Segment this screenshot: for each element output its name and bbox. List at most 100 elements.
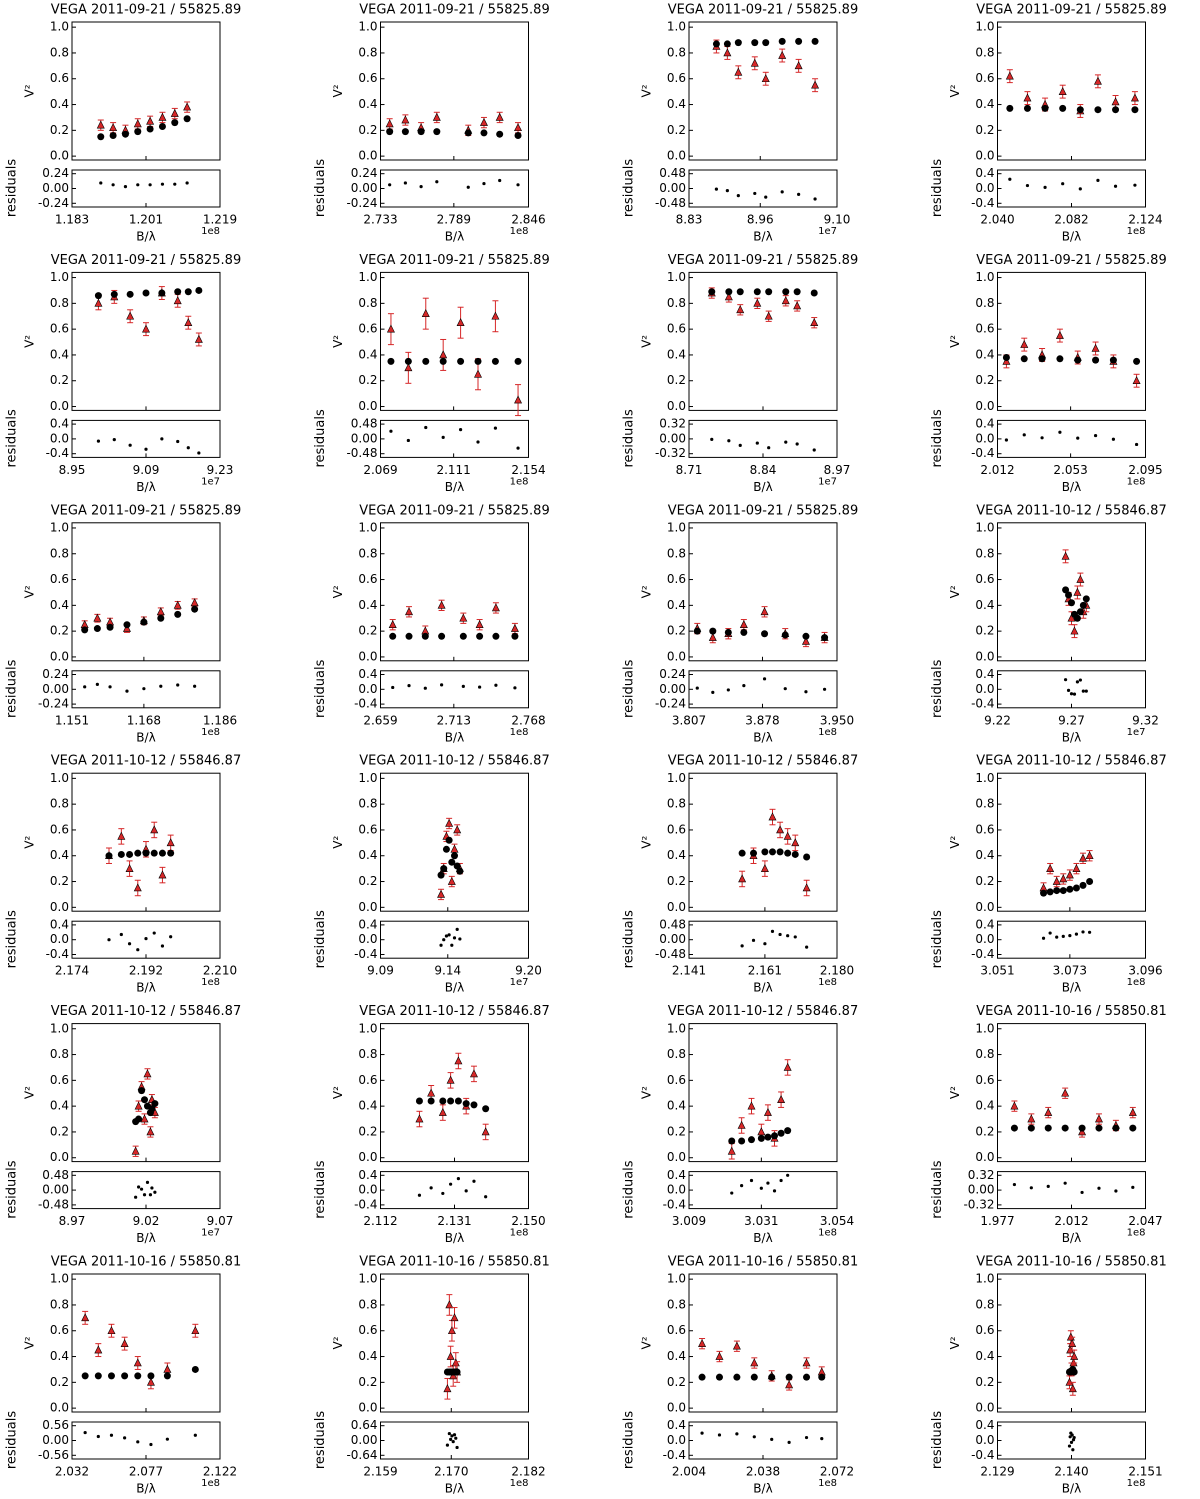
residual-point <box>440 683 444 687</box>
y-tick-label: 0.6 <box>975 1073 994 1087</box>
y-tick-label: 0.2 <box>358 123 377 137</box>
observed-point <box>143 1069 152 1078</box>
residual-point <box>389 429 393 433</box>
residual-point <box>1081 689 1085 693</box>
model-point <box>1040 889 1048 897</box>
residual-axis-label: residuals <box>313 910 328 969</box>
y-tick-label: 0.0 <box>667 900 686 914</box>
y-axis-label: V² <box>948 1086 962 1099</box>
residual-point <box>751 938 756 942</box>
x-offset: 1e7 <box>201 1228 220 1239</box>
residual-point <box>83 1430 87 1435</box>
panel-title: VEGA 2011-09-21 / 55825.89 <box>668 3 858 18</box>
model-point <box>440 865 448 873</box>
residual-point <box>150 1186 154 1190</box>
model-point <box>135 1115 143 1123</box>
model-point <box>163 1372 171 1380</box>
residual-point <box>1012 1182 1017 1187</box>
residual-point <box>419 185 423 189</box>
y-axis-label: V² <box>331 84 345 97</box>
observed-point <box>1091 343 1100 352</box>
residual-y-tick-label: -0.64 <box>346 1448 377 1462</box>
residual-y-tick-label: -0.32 <box>963 1197 994 1211</box>
model-point <box>1053 887 1061 895</box>
residual-point <box>83 685 87 689</box>
residual-axis-label: residuals <box>622 910 637 969</box>
residual-point <box>735 1432 739 1436</box>
residual-point <box>1134 442 1139 447</box>
model-point <box>462 1100 470 1108</box>
y-tick-label: 1.0 <box>975 1272 994 1286</box>
x-axis-label: B/λ <box>1062 480 1081 494</box>
observed-point <box>778 50 787 59</box>
x-tick-label: 8.95 <box>59 463 86 477</box>
y-axis-label: V² <box>948 585 962 598</box>
residual-point <box>770 1437 774 1441</box>
residual-y-tick-label: 0.0 <box>975 431 994 445</box>
model-point <box>802 632 810 640</box>
y-tick-label: 0.0 <box>975 649 994 663</box>
y-tick-label: 0.0 <box>975 149 994 163</box>
model-point <box>158 122 166 130</box>
y-tick-label: 0.0 <box>358 649 377 663</box>
residual-point <box>423 686 427 690</box>
y-tick-label: 0.0 <box>50 649 69 663</box>
residual-point <box>695 686 699 690</box>
y-tick-label: 0.0 <box>50 399 69 413</box>
y-axis-label: V² <box>23 1336 37 1349</box>
residual-y-tick-label: 0.4 <box>358 667 377 681</box>
x-offset: 1e8 <box>1127 977 1146 988</box>
panel-title: VEGA 2011-09-21 / 55825.89 <box>359 3 549 18</box>
observed-point <box>432 112 441 121</box>
x-tick-label: 2.112 <box>363 1214 397 1228</box>
x-tick-label: 3.073 <box>1053 964 1087 978</box>
residual-frame <box>997 1421 1146 1460</box>
y-axis-label: V² <box>640 1336 654 1349</box>
residual-y-tick-label: -0.4 <box>971 1448 994 1462</box>
y-tick-label: 0.6 <box>50 1323 69 1337</box>
residual-point <box>123 1436 127 1440</box>
residual-point <box>498 178 502 183</box>
x-tick-label: 1.168 <box>127 713 161 727</box>
observed-point <box>439 350 448 359</box>
model-point <box>768 848 776 856</box>
residual-point <box>1076 436 1080 440</box>
residual-point <box>1070 1433 1074 1437</box>
y-tick-label: 0.6 <box>50 322 69 336</box>
residual-point <box>109 1433 114 1437</box>
y-axis-label: V² <box>948 335 962 348</box>
observed-point <box>1067 613 1076 622</box>
model-point <box>1133 357 1141 365</box>
residual-y-tick-label: 0.0 <box>975 1433 994 1447</box>
residual-point <box>1093 433 1098 438</box>
x-tick-label: 1.186 <box>203 713 237 727</box>
model-point <box>740 628 748 636</box>
residual-point <box>1046 1184 1050 1188</box>
model-point <box>1073 614 1081 622</box>
panel: VEGA 2011-09-21 / 55825.89 0.0 0.2 0.4 0.6 0.… <box>5 503 242 744</box>
model-point <box>1095 1124 1103 1132</box>
y-tick-label: 0.8 <box>358 546 377 560</box>
residual-y-tick-label: 0.4 <box>975 917 994 931</box>
y-tick-label: 1.0 <box>667 520 686 534</box>
residual-axis-label: residuals <box>5 659 20 718</box>
residual-point <box>1069 1440 1074 1444</box>
residual-point <box>123 185 128 189</box>
residual-point <box>1133 183 1137 187</box>
observed-point <box>1072 863 1081 872</box>
panel: VEGA 2011-09-21 / 55825.89 0.0 0.2 0.4 0.6 0.… <box>930 253 1167 494</box>
residual-y-tick-label: -0.4 <box>971 196 994 210</box>
residual-y-tick-label: -0.4 <box>46 947 69 961</box>
plot-frame <box>380 1273 529 1413</box>
x-offset: 1e7 <box>818 226 837 237</box>
x-axis-label: B/λ <box>1062 981 1081 995</box>
y-tick-label: 0.4 <box>667 848 686 862</box>
residual-frame <box>688 1421 838 1460</box>
residual-axis-label: residuals <box>930 409 945 468</box>
x-tick-label: 2.768 <box>511 713 545 727</box>
residual-y-tick-label: 0.4 <box>667 1168 686 1182</box>
residual-frame <box>688 1171 838 1210</box>
observed-point <box>1085 851 1094 860</box>
x-tick-label: 2.111 <box>436 463 470 477</box>
plot-frame <box>71 1023 221 1163</box>
